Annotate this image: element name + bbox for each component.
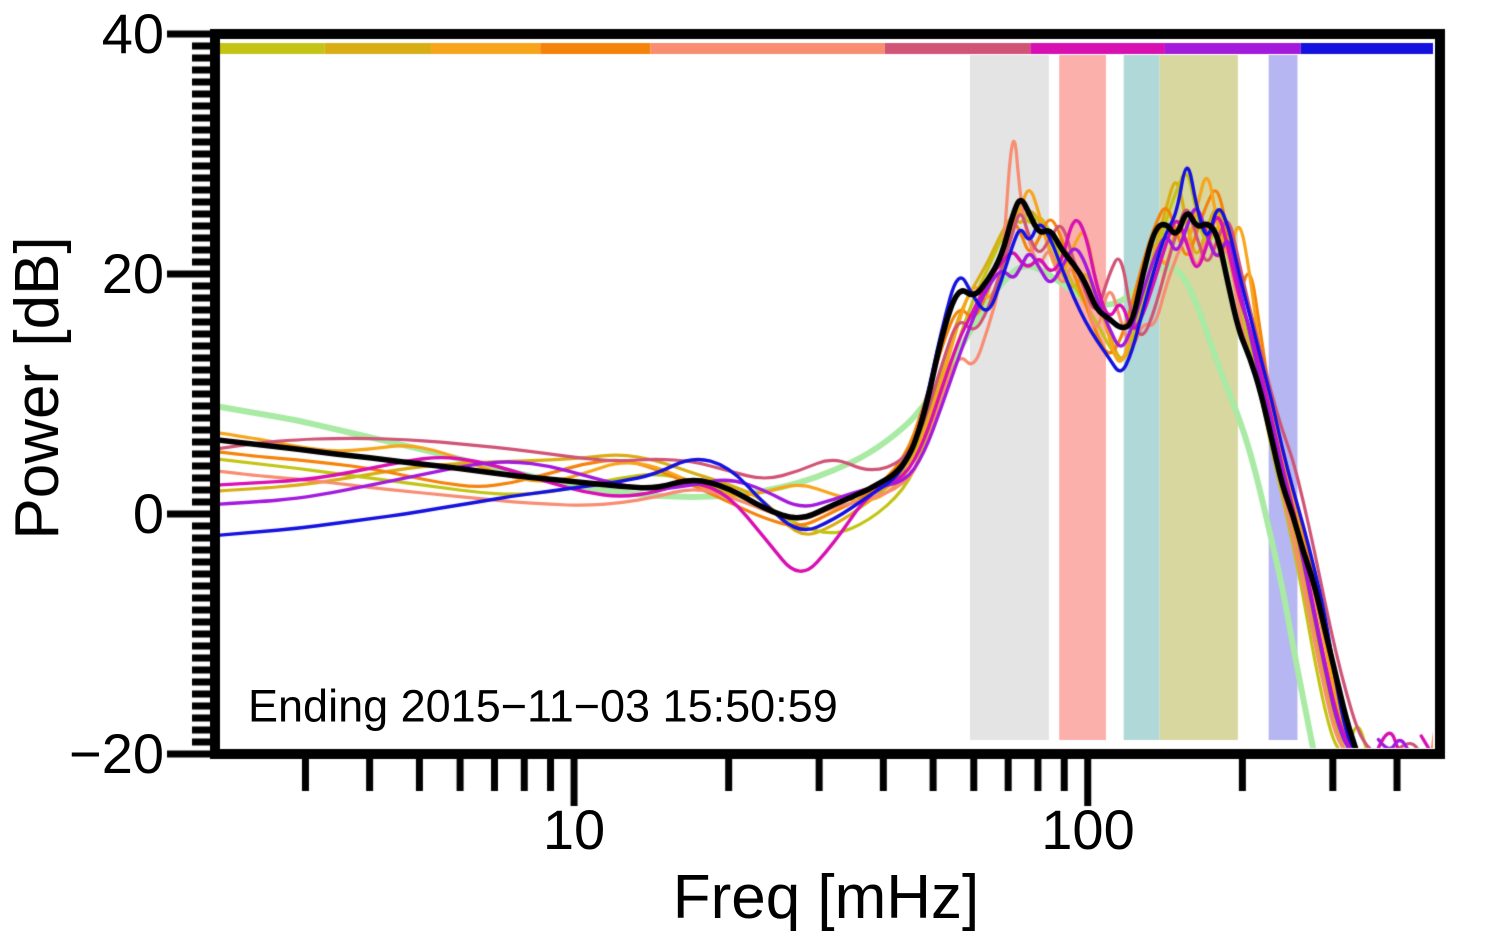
y-tick-label-m20: −20 bbox=[69, 722, 164, 785]
x-tick-label-10: 10 bbox=[542, 798, 606, 861]
ending-time-annotation: Ending 2015−11−03 15:50:59 bbox=[248, 680, 838, 732]
y-tick-label-40: 40 bbox=[101, 2, 164, 65]
x-axis-title: Freq [mHz] bbox=[672, 863, 980, 932]
x-tick-label-100: 100 bbox=[1041, 798, 1135, 861]
y-tick-label-0: 0 bbox=[132, 482, 164, 545]
y-tick-label-20: 20 bbox=[101, 242, 164, 305]
